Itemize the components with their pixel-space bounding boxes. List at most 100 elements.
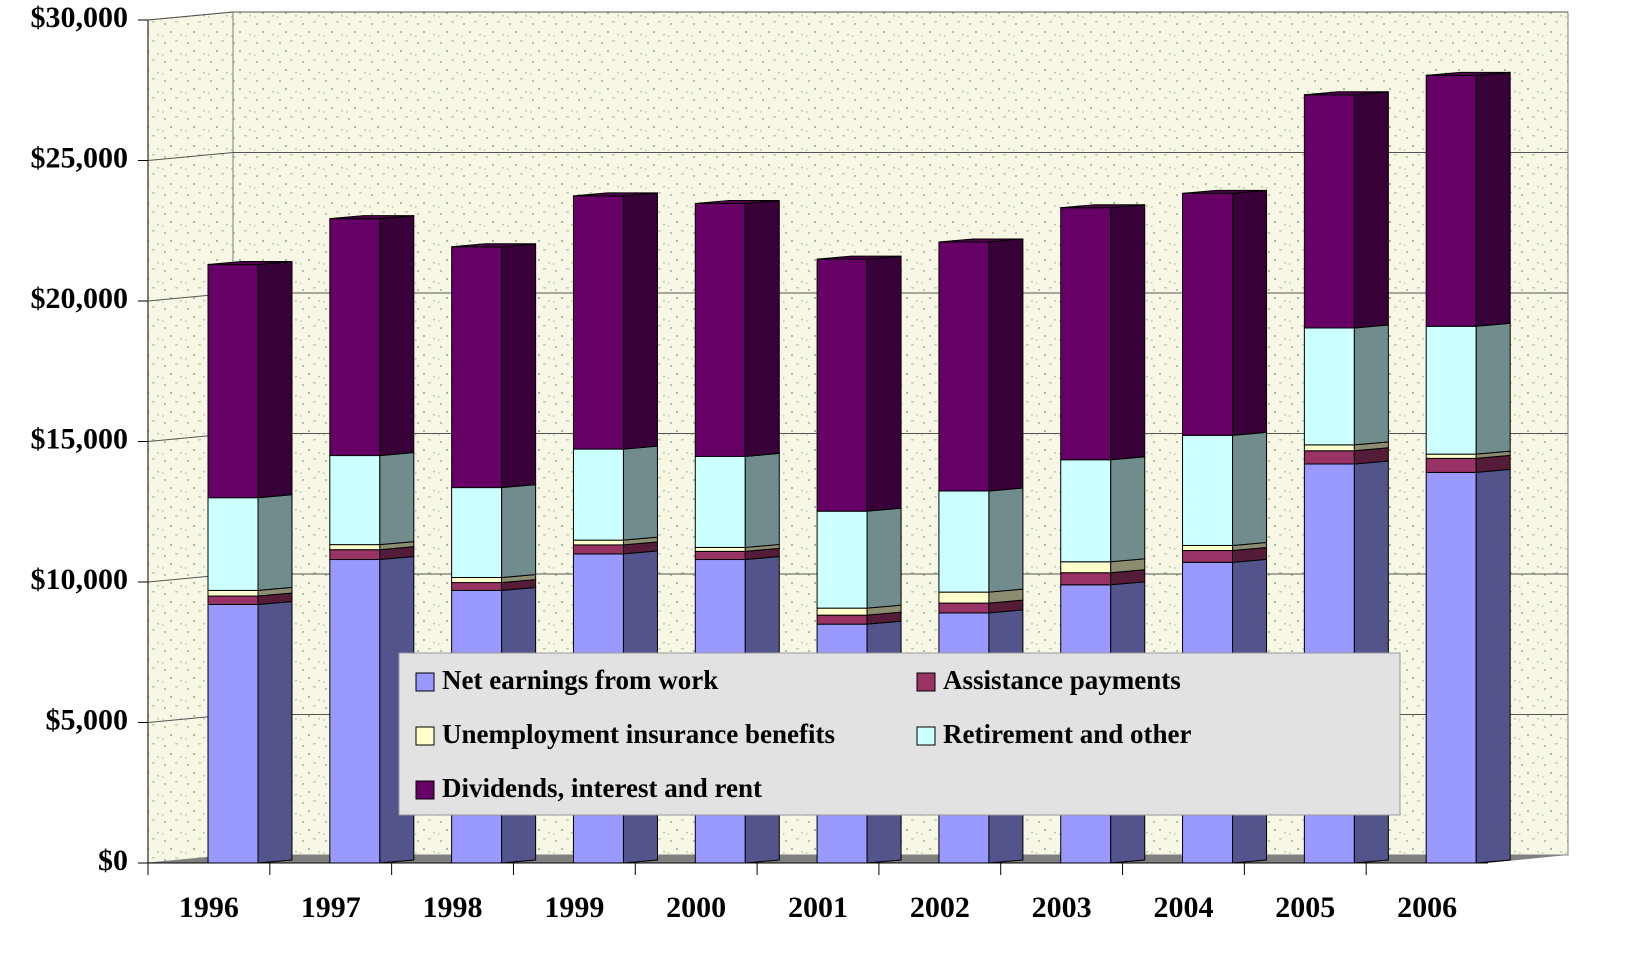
y-tick-label: $10,000 xyxy=(31,563,129,596)
y-tick-label: $30,000 xyxy=(31,1,129,34)
y-tick-label: $0 xyxy=(98,844,128,877)
bar-side xyxy=(744,199,780,457)
bar-segment xyxy=(694,550,746,561)
x-tick-label: 1997 xyxy=(301,891,361,924)
x-tick-label: 2003 xyxy=(1032,891,1092,924)
legend-label: Retirement and other xyxy=(943,719,1191,749)
bar-segment xyxy=(1182,550,1234,563)
legend-swatch xyxy=(415,780,435,800)
bar-segment xyxy=(816,614,868,625)
bar-segment xyxy=(451,582,503,591)
bar-top xyxy=(817,255,902,260)
bar-segment xyxy=(938,602,990,614)
bar-side xyxy=(1232,431,1268,547)
bar-segment xyxy=(329,559,381,864)
bar-top xyxy=(695,199,780,204)
bar-top xyxy=(573,192,658,197)
bar-segment xyxy=(1425,453,1477,459)
bar-segment xyxy=(451,246,503,489)
bar-side xyxy=(744,452,780,548)
bar-side xyxy=(1475,468,1511,864)
y-tick-label: $15,000 xyxy=(31,422,129,455)
x-tick-label: 2006 xyxy=(1397,891,1457,924)
bar-segment xyxy=(1303,327,1355,446)
bar-side xyxy=(1110,456,1146,563)
bar-segment xyxy=(1425,471,1477,864)
bar-segment xyxy=(816,258,868,512)
bar-side xyxy=(501,243,537,489)
bar-segment xyxy=(1303,94,1355,329)
bar-top xyxy=(1426,71,1511,76)
legend-label: Assistance payments xyxy=(943,665,1181,695)
bar-segment xyxy=(572,539,624,546)
bar-segment xyxy=(451,487,503,579)
bar-side xyxy=(1232,189,1268,436)
legend-label: Dividends, interest and rent xyxy=(442,773,762,803)
bar-top xyxy=(1304,91,1389,96)
bar-side xyxy=(1353,324,1389,446)
bar-side xyxy=(257,600,293,864)
legend-swatch xyxy=(916,672,936,692)
legend-swatch xyxy=(916,726,936,746)
bar-top xyxy=(451,243,536,248)
x-tick-label: 2005 xyxy=(1275,891,1335,924)
x-tick-label: 1996 xyxy=(179,891,239,924)
x-tick-label: 2000 xyxy=(666,891,726,924)
bar-side xyxy=(866,507,902,609)
bar-segment xyxy=(938,241,990,492)
bar-segment xyxy=(207,603,259,864)
bar-side xyxy=(379,452,415,546)
bar-segment xyxy=(1060,572,1112,586)
bar-side xyxy=(622,445,658,541)
bar-segment xyxy=(694,546,746,552)
x-tick-label: 2001 xyxy=(788,891,848,924)
bar-segment xyxy=(572,448,624,541)
bar-segment xyxy=(938,490,990,593)
bar-side xyxy=(379,215,415,457)
x-tick-label: 1998 xyxy=(423,891,483,924)
bar-segment xyxy=(1425,325,1477,455)
bar-segment xyxy=(816,607,868,616)
bar-top xyxy=(207,260,293,265)
bar-segment xyxy=(1182,434,1234,546)
bar-segment xyxy=(1182,544,1234,552)
x-tick-label: 2002 xyxy=(910,891,970,924)
bar-segment xyxy=(329,549,381,561)
bar-segment xyxy=(329,218,381,457)
bar-segment xyxy=(1060,459,1112,563)
legend-swatch xyxy=(415,672,435,692)
bar-segment xyxy=(1060,561,1112,574)
bar-segment xyxy=(572,544,624,555)
y-tick-label: $5,000 xyxy=(46,703,129,736)
bar-segment xyxy=(816,510,868,609)
y-tick-label: $20,000 xyxy=(31,282,129,315)
x-tick-label: 2004 xyxy=(1153,891,1213,924)
bar-segment xyxy=(207,595,259,605)
bar-side xyxy=(501,484,537,579)
legend: Net earnings from work Assistance payment… xyxy=(398,652,1401,816)
bar-side xyxy=(1353,91,1389,329)
bar-side xyxy=(866,255,902,512)
bar-segment xyxy=(1060,207,1112,461)
bar-side xyxy=(988,487,1024,593)
bar-side xyxy=(257,260,293,499)
bar-segment xyxy=(329,544,381,551)
bar-segment xyxy=(207,263,259,499)
bar-side xyxy=(257,494,293,591)
bar-segment xyxy=(938,591,990,604)
bar-segment xyxy=(572,195,624,450)
bar-segment xyxy=(1303,444,1355,452)
bar-top xyxy=(1060,204,1145,209)
bar-side xyxy=(988,238,1024,492)
grid-line xyxy=(147,152,234,161)
bar-segment xyxy=(1425,457,1477,473)
bar-side xyxy=(1475,322,1511,455)
bar-top xyxy=(1182,189,1267,194)
bar-top xyxy=(329,215,414,220)
legend-swatch xyxy=(415,726,435,746)
bar-side xyxy=(622,192,658,450)
bar-segment xyxy=(1182,192,1234,436)
bar-segment xyxy=(694,202,746,457)
bar-side xyxy=(1110,204,1146,461)
